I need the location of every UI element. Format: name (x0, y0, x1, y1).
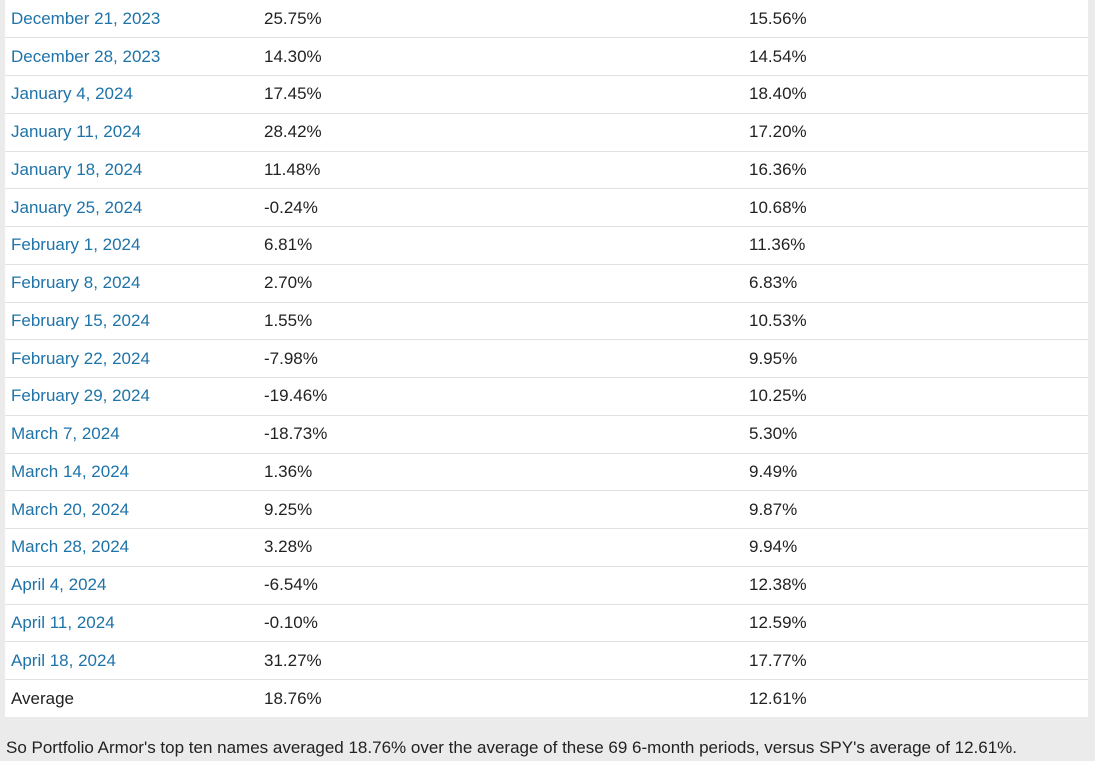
date-link[interactable]: January 11, 2024 (11, 122, 142, 142)
table-row: January 11, 2024 28.42% 17.20% (5, 113, 1088, 152)
portfolio-return-cell: 6.81% (258, 226, 743, 265)
date-cell: December 21, 2023 (5, 0, 258, 39)
table-row: April 4, 2024 -6.54% 12.38% (5, 566, 1088, 605)
returns-table-container: December 21, 2023 25.75% 15.56% December 28… (5, 0, 1088, 717)
date-cell: March 20, 2024 (5, 490, 258, 529)
date-cell: March 7, 2024 (5, 415, 258, 454)
date-cell: January 18, 2024 (5, 151, 258, 190)
date-link[interactable]: February 22, 2024 (11, 348, 150, 368)
spy-return-cell: 12.38% (743, 566, 1088, 605)
date-cell: April 18, 2024 (5, 641, 258, 680)
table-row: January 25, 2024 -0.24% 10.68% (5, 188, 1088, 227)
spy-return-cell: 16.36% (743, 151, 1088, 190)
portfolio-return-cell: 14.30% (258, 37, 743, 76)
returns-table-body: December 21, 2023 25.75% 15.56% December 28… (5, 0, 1088, 717)
portfolio-return-cell: 17.45% (258, 75, 743, 114)
portfolio-return-cell: -6.54% (258, 566, 743, 605)
date-link[interactable]: March 20, 2024 (11, 499, 130, 519)
date-cell: March 28, 2024 (5, 528, 258, 567)
spy-return-cell: 9.95% (743, 339, 1088, 378)
table-row: December 28, 2023 14.30% 14.54% (5, 37, 1088, 76)
spy-return-cell: 11.36% (743, 226, 1088, 265)
table-row: April 18, 2024 31.27% 17.77% (5, 641, 1088, 680)
table-row: February 15, 2024 1.55% 10.53% (5, 302, 1088, 341)
spy-return-cell: 9.94% (743, 528, 1088, 567)
portfolio-return-cell: 1.55% (258, 302, 743, 341)
portfolio-return-cell: -7.98% (258, 339, 743, 378)
returns-table: December 21, 2023 25.75% 15.56% December 28… (5, 0, 1088, 717)
date-cell: January 4, 2024 (5, 75, 258, 114)
date-cell: December 28, 2023 (5, 37, 258, 76)
spy-return-cell: 9.49% (743, 453, 1088, 492)
average-row: Average 18.76% 12.61% (5, 680, 1088, 718)
portfolio-return-cell: 2.70% (258, 264, 743, 303)
spy-return-cell: 15.56% (743, 0, 1088, 39)
average-spy-return: 12.61% (749, 688, 807, 708)
portfolio-return-cell: 28.42% (258, 113, 743, 152)
spy-return-cell: 10.25% (743, 377, 1088, 416)
spy-return-cell: 9.87% (743, 490, 1088, 529)
table-row: March 14, 2024 1.36% 9.49% (5, 453, 1088, 492)
average-label: Average (11, 688, 75, 708)
spy-return-cell: 17.20% (743, 113, 1088, 152)
date-link[interactable]: December 21, 2023 (11, 8, 161, 28)
date-link[interactable]: February 8, 2024 (11, 273, 141, 293)
portfolio-return-cell: -18.73% (258, 415, 743, 454)
date-link[interactable]: February 29, 2024 (11, 386, 150, 406)
date-cell: February 29, 2024 (5, 377, 258, 416)
date-cell: March 14, 2024 (5, 453, 258, 492)
date-link[interactable]: March 14, 2024 (11, 461, 130, 481)
table-row: January 4, 2024 17.45% 18.40% (5, 75, 1088, 114)
spy-return-cell: 10.53% (743, 302, 1088, 341)
spy-return-cell: 12.59% (743, 604, 1088, 643)
portfolio-return-cell: 1.36% (258, 453, 743, 492)
date-link[interactable]: January 4, 2024 (11, 84, 133, 104)
spy-return-cell: 10.68% (743, 188, 1088, 227)
date-link[interactable]: December 28, 2023 (11, 46, 161, 66)
table-row: March 28, 2024 3.28% 9.94% (5, 528, 1088, 567)
portfolio-return-cell: -0.10% (258, 604, 743, 643)
portfolio-return-cell: 9.25% (258, 490, 743, 529)
date-link[interactable]: April 11, 2024 (11, 612, 115, 632)
table-row: February 29, 2024 -19.46% 10.25% (5, 377, 1088, 416)
portfolio-return-cell: 3.28% (258, 528, 743, 567)
spy-return-cell: 6.83% (743, 264, 1088, 303)
average-portfolio-return: 18.76% (264, 688, 322, 708)
table-row: February 1, 2024 6.81% 11.36% (5, 226, 1088, 265)
date-link[interactable]: January 18, 2024 (11, 159, 143, 179)
date-cell: April 11, 2024 (5, 604, 258, 643)
table-row: April 11, 2024 -0.10% 12.59% (5, 604, 1088, 643)
date-link[interactable]: March 28, 2024 (11, 537, 130, 557)
date-cell: April 4, 2024 (5, 566, 258, 605)
date-link[interactable]: April 18, 2024 (11, 650, 116, 670)
date-cell: February 15, 2024 (5, 302, 258, 341)
portfolio-return-cell: 11.48% (258, 151, 743, 190)
date-cell: February 8, 2024 (5, 264, 258, 303)
table-row: February 8, 2024 2.70% 6.83% (5, 264, 1088, 303)
table-row: December 21, 2023 25.75% 15.56% (5, 0, 1088, 39)
portfolio-return-cell: -0.24% (258, 188, 743, 227)
date-cell: February 1, 2024 (5, 226, 258, 265)
date-cell: January 11, 2024 (5, 113, 258, 152)
spy-return-cell: 18.40% (743, 75, 1088, 114)
portfolio-return-cell: -19.46% (258, 377, 743, 416)
date-link[interactable]: February 15, 2024 (11, 310, 150, 330)
date-link[interactable]: April 4, 2024 (11, 575, 107, 595)
portfolio-return-cell: 25.75% (258, 0, 743, 39)
date-link[interactable]: February 1, 2024 (11, 235, 141, 255)
spy-return-cell: 14.54% (743, 37, 1088, 76)
portfolio-return-cell: 31.27% (258, 641, 743, 680)
spy-return-cell: 17.77% (743, 641, 1088, 680)
table-row: January 18, 2024 11.48% 16.36% (5, 151, 1088, 190)
date-link[interactable]: March 7, 2024 (11, 424, 120, 444)
table-row: February 22, 2024 -7.98% 9.95% (5, 339, 1088, 378)
spy-return-cell: 5.30% (743, 415, 1088, 454)
date-link[interactable]: January 25, 2024 (11, 197, 143, 217)
date-cell: February 22, 2024 (5, 339, 258, 378)
table-row: March 7, 2024 -18.73% 5.30% (5, 415, 1088, 454)
date-cell: January 25, 2024 (5, 188, 258, 227)
table-row: March 20, 2024 9.25% 9.87% (5, 490, 1088, 529)
summary-paragraph: So Portfolio Armor's top ten names avera… (6, 738, 1018, 757)
